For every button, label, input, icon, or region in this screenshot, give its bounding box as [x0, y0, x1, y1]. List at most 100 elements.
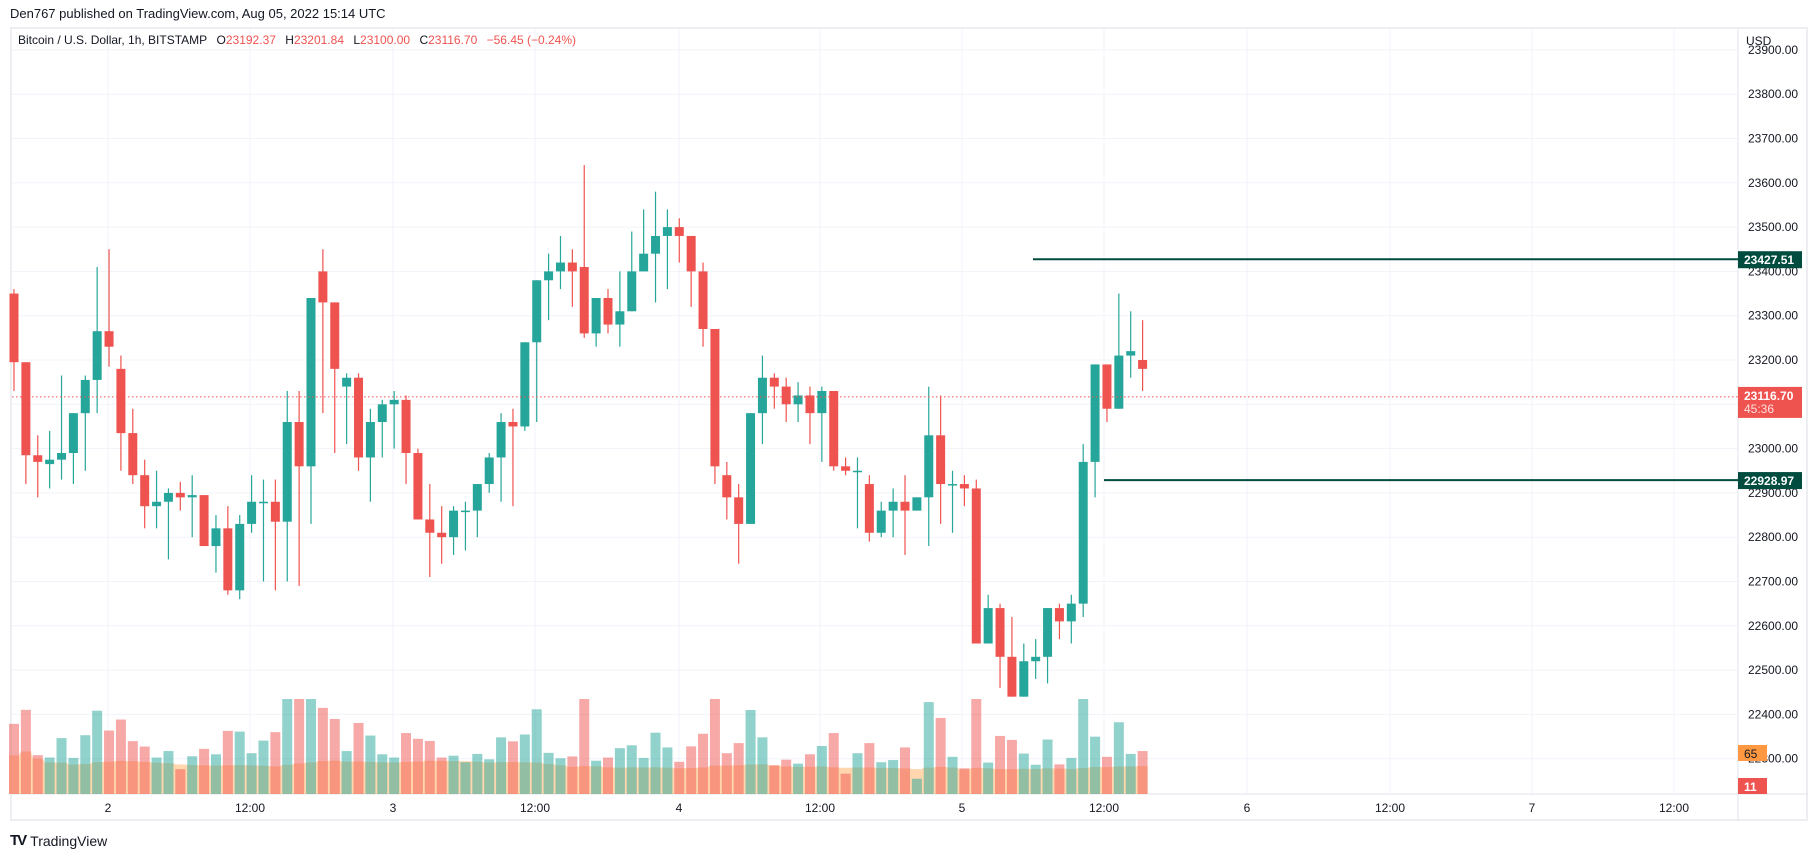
candle-body [567, 262, 577, 272]
volume-bar [377, 754, 388, 794]
candle-body [1031, 656, 1041, 662]
candle-body [140, 475, 150, 507]
price-tick-label: 23800.00 [1748, 87, 1798, 101]
volume-bar [757, 737, 768, 794]
volume-bar [840, 773, 851, 794]
volume-bar [555, 758, 566, 794]
volume-bar [80, 735, 91, 794]
candle-body [389, 399, 399, 405]
volume-bar [721, 753, 732, 794]
volume-bar [115, 719, 126, 794]
candle-body [912, 497, 922, 511]
volume-bar [709, 699, 720, 794]
candle-body [710, 328, 720, 467]
candle-body [1114, 355, 1124, 409]
price-tick-label: 23200.00 [1748, 353, 1798, 367]
candle-body [817, 391, 827, 414]
candle-body [1090, 364, 1100, 462]
candle-body [579, 266, 589, 334]
volume-bar [1018, 753, 1029, 794]
volume-bar [294, 699, 305, 794]
candle-body [805, 395, 815, 414]
time-tick-label: 12:00 [1375, 801, 1405, 815]
volume-bar [234, 731, 245, 794]
time-tick-label: 12:00 [235, 801, 265, 815]
publish-info: Den767 published on TradingView.com, Aug… [10, 6, 386, 21]
symbol-title[interactable]: Bitcoin / U.S. Dollar, 1h, BITSTAMP [18, 33, 208, 47]
candle-body [924, 435, 934, 498]
volume-bar [1042, 739, 1053, 794]
time-tick-label: 6 [1244, 801, 1251, 815]
volume-bar [472, 753, 483, 794]
change-value: −56.45 (−0.24%) [486, 33, 577, 47]
brand-name: TradingView [30, 832, 108, 849]
candle-body [900, 501, 910, 511]
candle-body [852, 470, 862, 473]
candle-body [163, 492, 173, 502]
price-tick-label: 23700.00 [1748, 132, 1798, 146]
candle-body [282, 422, 292, 522]
candle-body [472, 484, 482, 511]
time-tick-label: 5 [959, 801, 966, 815]
candle-body [306, 297, 316, 467]
volume-bar [507, 741, 518, 794]
open-value: 23192.37 [225, 33, 276, 47]
volume-bar [68, 757, 79, 794]
volume-bar [591, 760, 602, 794]
level-low-badge-text: 22928.97 [1744, 474, 1794, 488]
candle-body [57, 453, 67, 460]
close-label: C [419, 33, 429, 47]
volume-bar [353, 722, 364, 794]
volume-bar [187, 756, 198, 794]
candle-body [437, 532, 447, 538]
volume-bar [662, 747, 673, 794]
volume-bar [733, 743, 744, 794]
volume-bar [781, 759, 792, 794]
volume-bar [1066, 757, 1077, 794]
volume-bar [175, 769, 186, 794]
volume-bar [412, 738, 423, 794]
candle-body [33, 455, 43, 462]
tradingview-logo-icon: TV [10, 832, 27, 849]
level-low-badge: 22928.97 [1738, 472, 1802, 490]
candle-body [21, 362, 31, 456]
volume-bar [127, 741, 138, 794]
volume-ma-badge-bg [1738, 745, 1767, 761]
volume-bar [365, 735, 376, 794]
volume-bar [199, 748, 210, 794]
candle-body [639, 253, 649, 272]
volume-bar [1090, 736, 1101, 794]
volume-bar [282, 699, 293, 794]
candle-body [330, 302, 340, 369]
candle-body [354, 377, 364, 458]
candle-body [829, 391, 839, 467]
candle-body [781, 386, 791, 405]
candle-body [92, 331, 102, 380]
low-label: L [353, 33, 361, 47]
volume-bar [686, 746, 697, 794]
candle-body [841, 466, 851, 471]
current-price-badge-text: 23116.70 [1744, 389, 1794, 403]
volume-bar [852, 753, 863, 794]
volume-bar [793, 763, 804, 794]
level-low-badge-bg [1738, 472, 1802, 490]
volume-bar [531, 709, 542, 794]
volume-bar [306, 699, 316, 794]
price-tick-label: 22700.00 [1748, 575, 1798, 589]
volume-pane [9, 699, 1148, 794]
volume-ma-badge: 65 [1738, 745, 1767, 761]
candle-body [603, 297, 613, 325]
volume-bar [258, 740, 269, 794]
candle-body [948, 484, 958, 486]
volume-bar [911, 778, 922, 794]
candle-body [460, 510, 470, 513]
volume-bar [626, 745, 637, 794]
volume-bar [567, 756, 578, 794]
price-tick-label: 23600.00 [1748, 176, 1798, 190]
price-tick-label: 23300.00 [1748, 309, 1798, 323]
price-tick-label: 22400.00 [1748, 707, 1798, 721]
current-price-badge-text: 45:36 [1744, 402, 1774, 416]
candle-body [876, 510, 886, 533]
candle-body [959, 484, 969, 489]
